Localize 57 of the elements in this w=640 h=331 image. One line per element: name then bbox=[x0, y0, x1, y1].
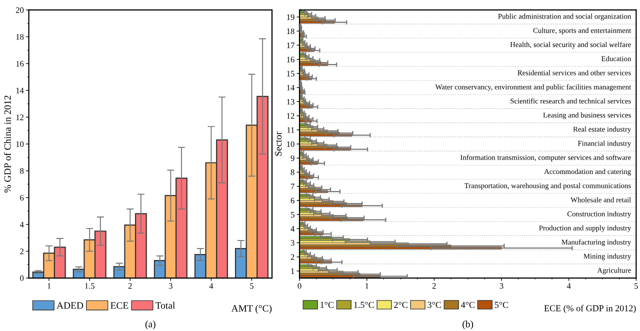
legend-label: 2°C bbox=[394, 302, 408, 308]
x-tick-label: 4 bbox=[566, 283, 571, 289]
legend-label: 1°C bbox=[320, 302, 334, 308]
y-tick-label: 3 bbox=[290, 240, 294, 246]
y-tick-label: 6 bbox=[290, 198, 294, 204]
x-tick-label: 2 bbox=[128, 283, 132, 289]
x-axis-title: ECE (% of GDP in 2012) bbox=[544, 304, 636, 314]
y-tick-label: 0 bbox=[20, 275, 24, 282]
y-axis-title: % GDP of China in 2012 bbox=[4, 96, 11, 192]
y-tick-label: 15 bbox=[287, 70, 294, 76]
legend-label: Total bbox=[156, 302, 175, 309]
text: (a) bbox=[145, 320, 156, 330]
x-tick-label: 4 bbox=[209, 283, 214, 289]
x-tick-label: 2 bbox=[432, 283, 436, 289]
x-tick-label: 5 bbox=[634, 283, 638, 289]
text: (b) bbox=[462, 320, 474, 330]
x-tick-label: 3 bbox=[168, 283, 172, 289]
y-tick-label: 13 bbox=[287, 99, 294, 105]
y-tick-label: 14 bbox=[16, 88, 24, 94]
y-tick-label: 18 bbox=[287, 28, 294, 34]
y-tick-label: 12 bbox=[16, 114, 24, 120]
y-tick-label: 6 bbox=[20, 194, 24, 201]
y-tick-label: 14 bbox=[287, 84, 295, 90]
y-tick-label: 2 bbox=[20, 248, 24, 254]
x-tick-label: 1.5 bbox=[85, 283, 94, 289]
y-tick-label: 20 bbox=[16, 7, 24, 13]
y-tick-label: 10 bbox=[287, 141, 294, 147]
legend-label: ECE bbox=[110, 302, 128, 309]
y-tick-label: 8 bbox=[290, 170, 294, 176]
y-tick-label: 19 bbox=[287, 14, 294, 20]
y-tick-label: 12 bbox=[287, 113, 294, 119]
y-tick-label: 9 bbox=[290, 155, 294, 162]
y-tick-label: 17 bbox=[287, 42, 294, 48]
y-axis-title: Sector bbox=[275, 132, 282, 156]
legend-label: 5°C bbox=[494, 302, 508, 308]
y-tick-label: 16 bbox=[16, 60, 24, 67]
y-tick-label: 10 bbox=[16, 141, 24, 147]
x-tick-label: 1 bbox=[366, 283, 368, 289]
y-tick-label: 16 bbox=[287, 56, 294, 62]
y-tick-label: 4 bbox=[20, 222, 24, 228]
y-tick-label: 8 bbox=[20, 168, 24, 174]
y-tick-label: 1 bbox=[291, 268, 294, 274]
y-tick-label: 7 bbox=[291, 184, 294, 190]
y-tick-label: 11 bbox=[287, 127, 294, 133]
legend-label: ADED bbox=[56, 302, 84, 309]
y-tick-label: 5 bbox=[290, 212, 294, 218]
y-tick-label: 18 bbox=[16, 34, 24, 40]
x-axis-title: AMT (°C) bbox=[231, 304, 272, 314]
legend-label: 3°C bbox=[428, 302, 441, 308]
x-tick-label: 3 bbox=[500, 283, 504, 289]
x-tick-label: 0 bbox=[298, 283, 302, 289]
legend-label: 4°C bbox=[461, 302, 474, 308]
legend-label: 1.5°C bbox=[354, 302, 374, 308]
x-tick-label: 1 bbox=[48, 283, 51, 289]
y-tick-label: 2 bbox=[290, 254, 294, 260]
x-tick-label: 5 bbox=[250, 283, 254, 289]
y-tick-label: 4 bbox=[290, 226, 295, 232]
